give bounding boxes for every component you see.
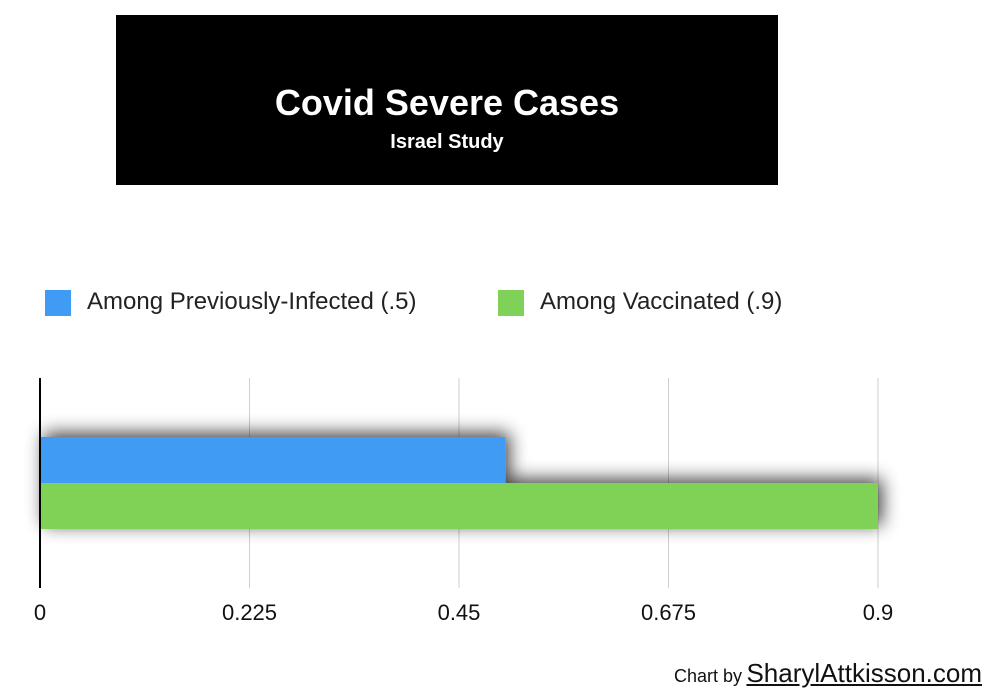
x-tick-label: 0.675 — [641, 600, 696, 625]
x-tick-label: 0.45 — [438, 600, 481, 625]
chart-subtitle: Israel Study — [390, 131, 504, 153]
legend-label-vaccinated: Among Vaccinated (.9) — [540, 288, 783, 315]
x-tick-label: 0.225 — [222, 600, 277, 625]
legend: Among Previously-Infected (.5) Among Vac… — [0, 286, 1006, 318]
credit-site-link[interactable]: SharylAttkisson.com — [746, 658, 982, 688]
bar-0 — [40, 437, 506, 483]
bar-1 — [40, 483, 878, 529]
legend-swatch-vaccinated — [498, 290, 524, 316]
title-banner: Covid Severe Cases Israel Study — [116, 15, 778, 185]
legend-label-previously-infected: Among Previously-Infected (.5) — [87, 288, 417, 315]
legend-swatch-previously-infected — [45, 290, 71, 316]
chart-credit: Chart by SharylAttkisson.com — [674, 658, 982, 689]
bar-chart: 0 0.225 0.45 0.675 0.9 — [34, 378, 894, 625]
x-tick-label: 0.9 — [863, 600, 894, 625]
x-tick-label: 0 — [34, 600, 46, 625]
credit-prefix: Chart by — [673, 666, 743, 686]
chart-title: Covid Severe Cases — [274, 82, 620, 123]
